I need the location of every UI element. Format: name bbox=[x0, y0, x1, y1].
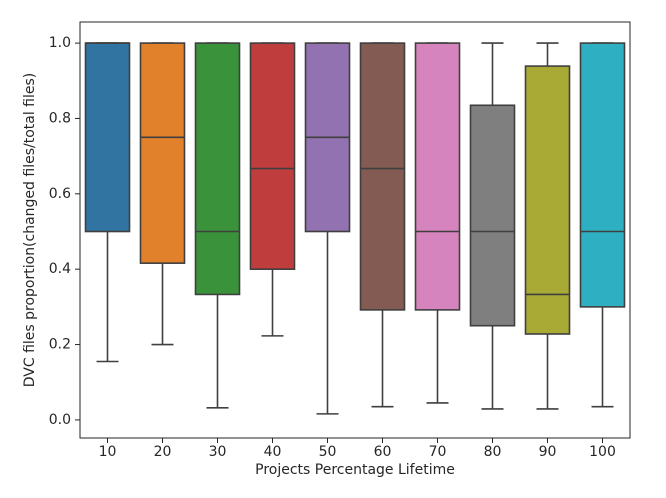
box bbox=[249, 42, 296, 270]
box bbox=[139, 42, 186, 264]
x-tick-label: 70 bbox=[429, 444, 447, 460]
y-tick-label: 0.0 bbox=[49, 412, 71, 428]
box bbox=[194, 42, 241, 296]
x-axis-label: Projects Percentage Lifetime bbox=[255, 462, 455, 478]
x-tick-label: 40 bbox=[264, 444, 282, 460]
x-tick-label: 20 bbox=[154, 444, 172, 460]
box bbox=[414, 42, 461, 311]
box bbox=[84, 42, 131, 233]
x-tick-label: 50 bbox=[319, 444, 337, 460]
y-tick-label: 0.4 bbox=[49, 261, 71, 277]
box bbox=[579, 42, 626, 308]
x-tick-label: 10 bbox=[99, 444, 117, 460]
y-axis-label: DVC files proportion(changed files/total… bbox=[22, 73, 38, 388]
box bbox=[524, 65, 571, 335]
y-tick-label: 0.8 bbox=[49, 110, 71, 126]
y-tick-label: 1.0 bbox=[49, 35, 71, 51]
box bbox=[469, 104, 516, 327]
x-tick-label: 100 bbox=[589, 444, 616, 460]
box bbox=[359, 42, 406, 311]
x-tick-label: 80 bbox=[484, 444, 502, 460]
y-tick-label: 0.6 bbox=[49, 186, 71, 202]
y-tick-label: 0.2 bbox=[49, 337, 71, 353]
x-tick-label: 90 bbox=[539, 444, 557, 460]
x-tick-label: 30 bbox=[209, 444, 227, 460]
plot-frame bbox=[79, 21, 631, 439]
x-tick-label: 60 bbox=[374, 444, 392, 460]
